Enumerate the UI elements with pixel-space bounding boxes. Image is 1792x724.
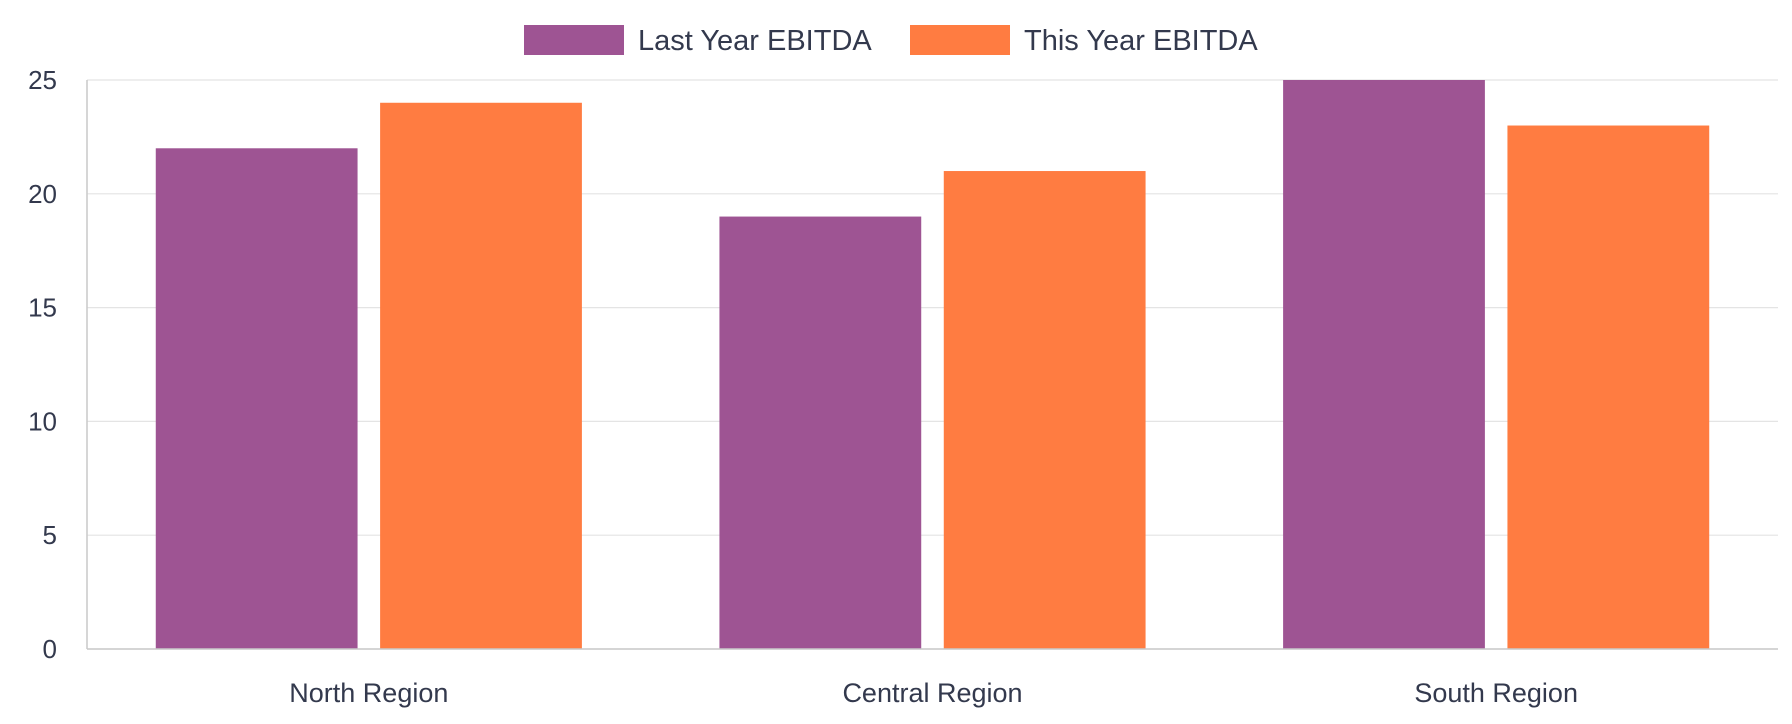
bar-this-year[interactable]: [1507, 125, 1710, 649]
category-labels: North Region Central Region South Region: [289, 678, 1578, 708]
y-tick-label: 15: [28, 293, 57, 323]
bar-this-year[interactable]: [943, 171, 1146, 650]
y-tick-labels: 0 5 10 15 20 25: [28, 65, 57, 664]
legend-label: This Year EBITDA: [1024, 25, 1258, 57]
legend-swatch: [524, 25, 624, 55]
category-label: Central Region: [842, 678, 1022, 708]
legend-item[interactable]: This Year EBITDA: [910, 25, 1258, 57]
legend-label: Last Year EBITDA: [638, 25, 872, 57]
legend-swatch: [910, 25, 1010, 55]
category-label: South Region: [1414, 678, 1578, 708]
y-tick-label: 20: [28, 179, 57, 209]
category-label: North Region: [289, 678, 448, 708]
bar-last-year[interactable]: [719, 216, 922, 649]
y-tick-label: 5: [43, 520, 57, 550]
legend[interactable]: Last Year EBITDA This Year EBITDA: [524, 25, 1258, 57]
bar-last-year[interactable]: [1283, 80, 1485, 649]
bar-this-year[interactable]: [380, 102, 582, 649]
axes: [86, 80, 1778, 650]
y-tick-label: 25: [28, 65, 57, 95]
y-tick-label: 10: [28, 406, 57, 436]
legend-item[interactable]: Last Year EBITDA: [524, 25, 872, 57]
bars: [155, 80, 1710, 650]
y-tick-label: 0: [43, 634, 57, 664]
bar-last-year[interactable]: [155, 148, 358, 649]
